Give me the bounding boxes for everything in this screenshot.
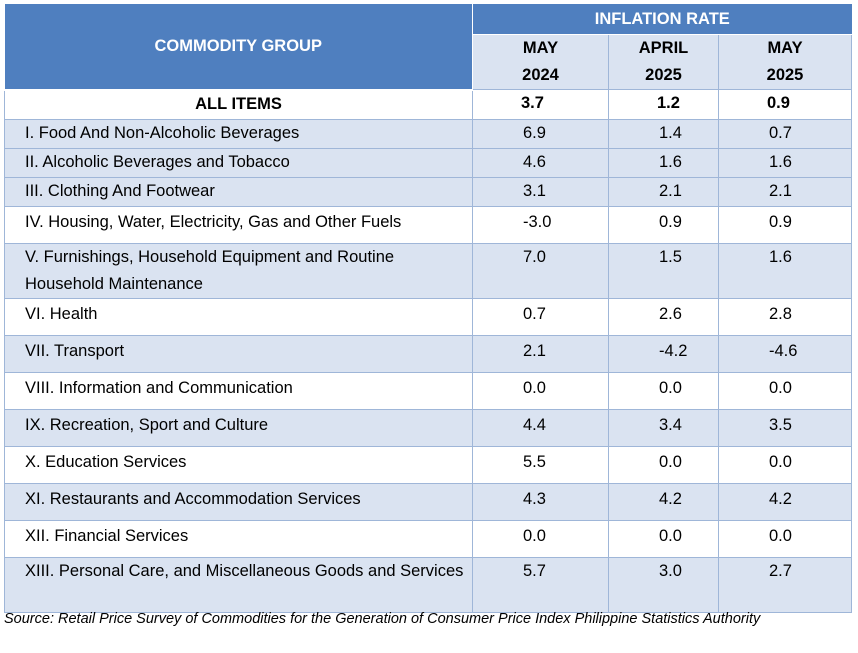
row-value: 2.1 [472,334,609,373]
row-value: 1.2 [608,89,719,120]
row-value: 0.9 [717,89,853,120]
period-year: 2024 [522,66,559,84]
inflation-table: COMMODITY GROUP INFLATION RATE MAY 2024 … [4,4,853,613]
row-value: 0.9 [717,205,853,244]
commodity-group-header: COMMODITY GROUP [4,4,473,91]
row-value: 6.9 [472,118,609,149]
period-month: APRIL [638,39,689,57]
row-value: 2.6 [608,297,719,336]
row-value: 0.0 [472,519,609,558]
period-month: MAY [767,39,803,57]
table-row: III. Clothing And Footwear 3.1 2.1 2.1 [4,176,853,207]
inflation-rate-header: INFLATION RATE [471,4,852,35]
table-row: X. Education Services 5.5 0.0 0.0 [4,445,853,484]
row-name: IX. Recreation, Sport and Culture [4,408,473,447]
row-name: I. Food And Non-Alcoholic Beverages [4,118,473,149]
table-body: ALL ITEMS 3.7 1.2 0.9 I. Food And Non-Al… [4,89,853,613]
row-name: VI. Health [4,297,473,336]
row-value: 2.8 [717,297,853,336]
table-row: XII. Financial Services 0.0 0.0 0.0 [4,519,853,558]
table-row: VIII. Information and Communication 0.0 … [4,371,853,410]
table-row: IX. Recreation, Sport and Culture 4.4 3.… [4,408,853,447]
row-value: 3.7 [472,89,609,120]
row-value: 3.1 [472,176,609,207]
row-value: 1.5 [608,242,719,299]
row-value: 3.5 [717,408,853,447]
row-value: 7.0 [472,242,609,299]
period-header-3: MAY 2025 [717,34,853,90]
row-value: 2.1 [717,176,853,207]
period-month: MAY [522,39,559,57]
row-name: VII. Transport [4,334,473,373]
row-value: 4.2 [717,482,853,521]
table-row: II. Alcoholic Beverages and Tobacco 4.6 … [4,147,853,178]
row-value: 0.0 [717,445,853,484]
row-value: 2.7 [717,556,853,613]
table-row: VI. Health 0.7 2.6 2.8 [4,297,853,336]
row-name: V. Furnishings, Household Equipment and … [4,242,473,299]
row-value: 0.7 [717,118,853,149]
row-value: 4.4 [472,408,609,447]
row-name: XIII. Personal Care, and Miscellaneous G… [4,556,473,613]
row-value: 0.0 [608,445,719,484]
row-value: 4.2 [608,482,719,521]
row-value: 3.4 [608,408,719,447]
period-header-1: MAY 2024 [472,34,609,90]
table-row: I. Food And Non-Alcoholic Beverages 6.9 … [4,118,853,149]
row-value: 5.7 [472,556,609,613]
row-value: 5.5 [472,445,609,484]
row-name: XI. Restaurants and Accommodation Servic… [4,482,473,521]
row-value: 4.6 [472,147,609,178]
row-value: 0.0 [717,519,853,558]
row-value: 0.0 [608,371,719,410]
table-row: XI. Restaurants and Accommodation Servic… [4,482,853,521]
table-row: V. Furnishings, Household Equipment and … [4,242,853,299]
row-name: IV. Housing, Water, Electricity, Gas and… [4,205,473,244]
row-value: -4.6 [717,334,853,373]
row-name: II. Alcoholic Beverages and Tobacco [4,147,473,178]
row-value: 3.0 [608,556,719,613]
row-name: XII. Financial Services [4,519,473,558]
all-items-row: ALL ITEMS 3.7 1.2 0.9 [4,89,853,120]
table-row: IV. Housing, Water, Electricity, Gas and… [4,205,853,244]
source-note: Source: Retail Price Survey of Commoditi… [4,611,761,627]
row-value: 0.0 [608,519,719,558]
row-value: -3.0 [472,205,609,244]
row-name: X. Education Services [4,445,473,484]
row-value: 1.6 [608,147,719,178]
table-row: VII. Transport 2.1 -4.2 -4.6 [4,334,853,373]
table-row: XIII. Personal Care, and Miscellaneous G… [4,556,853,613]
period-year: 2025 [645,66,682,84]
row-value: -4.2 [608,334,719,373]
row-value: 0.7 [472,297,609,336]
row-name: VIII. Information and Communication [4,371,473,410]
row-value: 4.3 [472,482,609,521]
row-value: 0.9 [608,205,719,244]
row-value: 2.1 [608,176,719,207]
row-value: 0.0 [717,371,853,410]
period-header-2: APRIL 2025 [608,34,719,90]
row-name: ALL ITEMS [4,89,473,120]
period-year: 2025 [766,66,804,84]
row-value: 1.4 [608,118,719,149]
row-value: 1.6 [717,147,853,178]
row-value: 1.6 [717,242,853,299]
row-name: III. Clothing And Footwear [4,176,473,207]
table-header: COMMODITY GROUP INFLATION RATE MAY 2024 … [4,4,853,91]
row-value: 0.0 [472,371,609,410]
